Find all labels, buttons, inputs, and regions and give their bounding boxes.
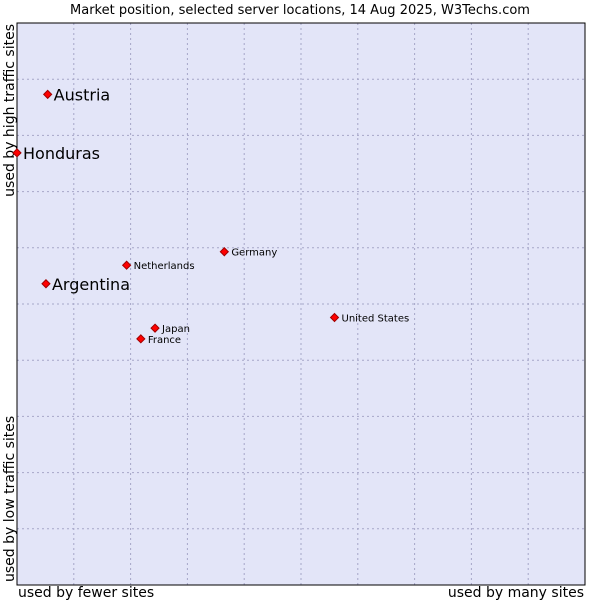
plot-frame [16,22,586,586]
point-argentina: Argentina [41,275,130,294]
point-austria: Austria [42,85,111,104]
point-honduras: Honduras [12,144,100,163]
label-argentina: Argentina [52,275,130,294]
label-germany: Germany [231,248,277,259]
label-united-states: United States [342,313,410,324]
chart-title: Market position, selected server locatio… [70,3,530,18]
x-axis-label-right: used by many sites [448,585,584,600]
point-japan: Japan [150,323,190,335]
y-axis-label-top: used by high traffic sites [2,24,18,197]
y-axis-label-bottom: used by low traffic sites [2,416,18,582]
label-france: France [148,335,181,346]
point-netherlands: Netherlands [121,260,195,272]
data-points: Austria Honduras Germany Netherlands Argenti… [12,85,410,346]
label-honduras: Honduras [23,144,100,163]
marker-austria [42,89,53,100]
grid-lines [17,23,585,585]
label-austria: Austria [54,85,111,104]
point-france: France [136,334,181,346]
label-japan: Japan [161,324,190,335]
marker-netherlands [121,260,132,270]
point-germany: Germany [219,247,277,259]
x-axis-label-left: used by fewer sites [18,585,154,600]
marker-germany [219,247,230,257]
marker-argentina [41,279,51,289]
marker-france [136,334,146,344]
marker-united-states [329,312,340,323]
marker-honduras [12,148,22,158]
point-united-states: United States [329,312,410,324]
marker-japan [150,323,160,333]
label-netherlands: Netherlands [134,261,195,272]
